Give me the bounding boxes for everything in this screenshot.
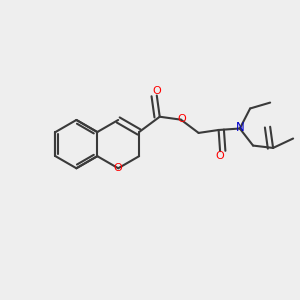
Text: O: O <box>152 86 161 96</box>
Text: N: N <box>236 121 245 134</box>
Text: O: O <box>177 114 186 124</box>
Text: O: O <box>216 151 224 161</box>
Text: O: O <box>114 163 123 173</box>
